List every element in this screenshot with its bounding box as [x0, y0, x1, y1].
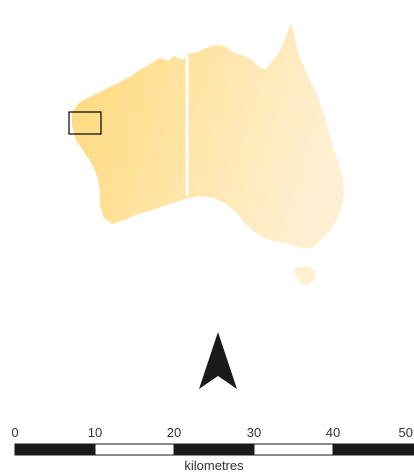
- study-area-box: [68, 111, 102, 135]
- scale-segment-3: [174, 444, 254, 455]
- scale-bar: 0 10 20 30 40 50 kilometres: [11, 425, 414, 473]
- tasmania-island: [294, 266, 316, 286]
- scale-tick-10: 10: [88, 425, 102, 440]
- scale-tick-40: 40: [326, 425, 340, 440]
- scale-segment-4: [253, 443, 334, 456]
- scale-tick-30: 30: [247, 425, 261, 440]
- scale-unit-label: kilometres: [184, 458, 244, 473]
- north-arrow-icon: [199, 332, 237, 389]
- scale-tick-20: 20: [167, 425, 181, 440]
- australia-mainland: [72, 22, 344, 248]
- scale-tick-0: 0: [11, 425, 18, 440]
- scale-tick-50: 50: [399, 425, 413, 440]
- scale-segment-1: [15, 444, 95, 455]
- scale-segment-2: [94, 443, 175, 456]
- scale-segment-5: [333, 444, 414, 455]
